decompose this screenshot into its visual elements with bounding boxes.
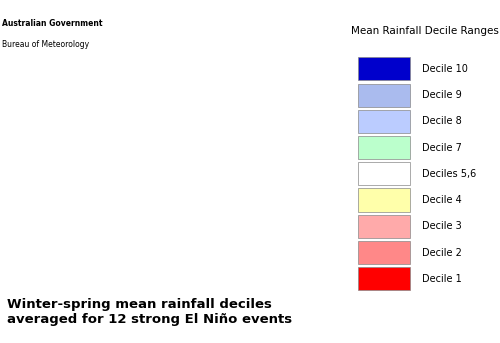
Text: Decile 2: Decile 2 [422,248,462,258]
Text: Decile 4: Decile 4 [422,195,462,205]
Text: Decile 7: Decile 7 [422,143,462,153]
Bar [358,188,410,212]
Text: Decile 9: Decile 9 [422,90,462,100]
Bar [358,241,410,264]
Bar [358,136,410,159]
Bar [358,215,410,238]
Text: Decile 1: Decile 1 [422,274,462,284]
Bar [358,162,410,185]
Text: Deciles 5,6: Deciles 5,6 [422,169,476,179]
Text: Winter-spring mean rainfall deciles
averaged for 12 strong El Niño events: Winter-spring mean rainfall deciles aver… [7,298,292,326]
Text: Decile 3: Decile 3 [422,221,462,231]
Text: Decile 8: Decile 8 [422,116,462,126]
Text: Bureau of Meteorology: Bureau of Meteorology [2,40,90,49]
Text: Mean Rainfall Decile Ranges: Mean Rainfall Decile Ranges [351,26,499,36]
Bar [358,267,410,290]
Bar [358,83,410,107]
Text: Decile 10: Decile 10 [422,64,468,74]
Bar [358,57,410,80]
Text: Australian Government: Australian Government [2,19,102,27]
Bar [358,110,410,133]
